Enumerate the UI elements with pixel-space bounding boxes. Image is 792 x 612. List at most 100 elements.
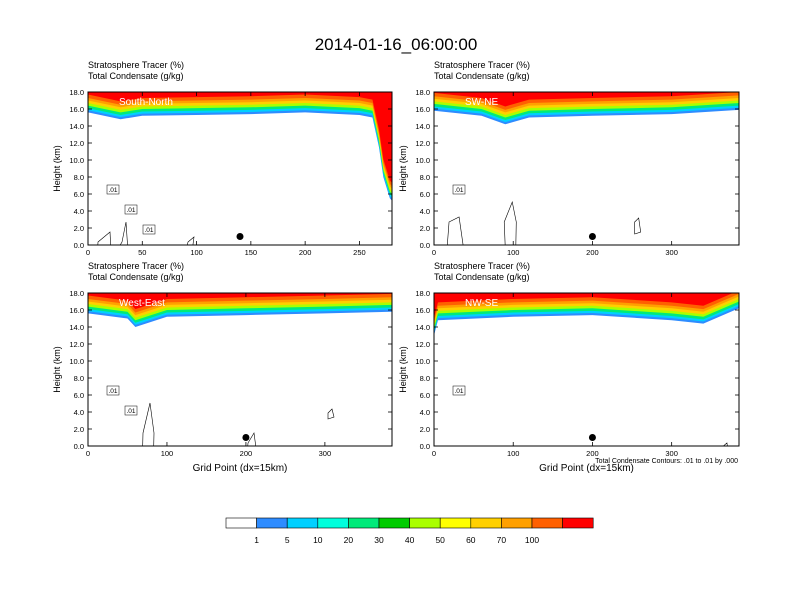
location-marker [242, 434, 250, 441]
contour-label: .01 [454, 388, 463, 395]
y-tick-label: 6.0 [420, 391, 430, 400]
condensate-contour [119, 221, 128, 245]
panel-header-condensate: Total Condensate (g/kg) [434, 272, 530, 282]
x-tick-label: 300 [665, 449, 678, 458]
tracer-band-7 [88, 293, 392, 310]
y-tick-label: 18.0 [69, 88, 84, 97]
colorbar-label: 1 [254, 535, 259, 545]
contour-label: .01 [126, 207, 135, 214]
y-tick-label: 18.0 [415, 88, 430, 97]
y-axis-label: Height (km) [52, 145, 62, 192]
panel-frame [87, 91, 393, 246]
x-tick-label: 300 [319, 449, 332, 458]
contour-label: .01 [454, 187, 463, 194]
x-tick-label: 200 [586, 248, 599, 257]
panel-west-east: Stratosphere Tracer (%)Total Condensate … [52, 261, 393, 474]
x-axis-label: Grid Point (dx=15km) [539, 463, 634, 474]
y-tick-label: 2.0 [74, 224, 84, 233]
contour-label-box [106, 385, 120, 396]
x-tick-label: 100 [190, 248, 203, 257]
y-tick-label: 12.0 [69, 139, 84, 148]
x-tick-label: 0 [432, 248, 436, 257]
y-tick-label: 4.0 [420, 408, 430, 417]
x-tick-label: 50 [138, 248, 146, 257]
contour-label: .01 [108, 187, 117, 194]
x-tick-label: 300 [665, 248, 678, 257]
colorbar-swatch [562, 517, 594, 529]
condensate-contour [327, 408, 335, 420]
y-axis-label: Height (km) [398, 346, 408, 393]
y-tick-label: 4.0 [420, 207, 430, 216]
contour-label-box [452, 184, 466, 195]
panel-frame [87, 292, 393, 447]
x-tick-label: 100 [161, 449, 174, 458]
y-tick-label: 18.0 [69, 289, 84, 298]
panel-field: .01 .01 [88, 293, 392, 446]
y-tick-label: 12.0 [415, 139, 430, 148]
y-tick-label: 0.0 [420, 241, 430, 250]
panel-field: .01 [434, 92, 739, 245]
x-tick-label: 0 [86, 248, 90, 257]
y-tick-label: 6.0 [74, 391, 84, 400]
y-tick-label: 2.0 [420, 425, 430, 434]
y-tick-label: 12.0 [415, 340, 430, 349]
y-tick-label: 14.0 [69, 122, 84, 131]
x-axis-label: Grid Point (dx=15km) [193, 463, 288, 474]
condensate-contour [503, 200, 517, 245]
y-tick-label: 14.0 [415, 122, 430, 131]
colorbar-label: 30 [374, 535, 384, 545]
y-tick-label: 16.0 [69, 306, 84, 315]
contour-label-box [106, 184, 120, 195]
panel-field: .01 [434, 293, 739, 446]
x-tick-label: 150 [245, 248, 258, 257]
colorbar-swatch [531, 517, 563, 529]
y-axis-label: Height (km) [398, 145, 408, 192]
colorbar-label: 100 [525, 535, 539, 545]
y-tick-label: 0.0 [74, 241, 84, 250]
panel-south-north: Stratosphere Tracer (%)Total Condensate … [52, 60, 393, 257]
y-tick-label: 16.0 [69, 105, 84, 114]
panel-header-condensate: Total Condensate (g/kg) [88, 272, 184, 282]
x-tick-label: 0 [86, 449, 90, 458]
colorbar-swatch [439, 517, 472, 529]
panel-label: NW-SE [465, 298, 498, 309]
y-tick-label: 8.0 [420, 374, 430, 383]
x-tick-label: 100 [507, 248, 520, 257]
y-tick-label: 12.0 [69, 340, 84, 349]
colorbar-label: 60 [466, 535, 476, 545]
condensate-contour [634, 217, 642, 235]
condensate-contour [186, 236, 195, 245]
contour-note: Total Condensate Contours: .01 to .01 by… [595, 458, 738, 465]
colorbar-label: 40 [405, 535, 415, 545]
colorbar-label: 50 [435, 535, 445, 545]
panel-frame [433, 292, 740, 447]
panel-header-field: Stratosphere Tracer (%) [88, 60, 184, 70]
colorbar-label: 5 [285, 535, 290, 545]
panel-frame [433, 91, 740, 246]
panels: Stratosphere Tracer (%)Total Condensate … [52, 60, 740, 474]
colorbar-swatch [225, 517, 257, 529]
x-tick-label: 200 [299, 248, 312, 257]
main-title: 2014-01-16_06:00:00 [315, 35, 478, 54]
y-tick-label: 8.0 [74, 173, 84, 182]
panel-header-condensate: Total Condensate (g/kg) [434, 71, 530, 81]
panel-header-field: Stratosphere Tracer (%) [434, 60, 530, 70]
y-tick-label: 0.0 [420, 442, 430, 451]
y-axis-label: Height (km) [52, 346, 62, 393]
y-tick-label: 2.0 [74, 425, 84, 434]
y-tick-label: 2.0 [420, 224, 430, 233]
y-tick-label: 16.0 [415, 105, 430, 114]
location-marker [588, 233, 596, 240]
location-marker [236, 233, 244, 240]
condensate-contour [447, 216, 464, 245]
x-tick-label: 0 [432, 449, 436, 458]
colorbar-swatch [378, 517, 410, 529]
colorbar: 1 5 10 20 30 40 50 60 70 100 [225, 517, 594, 545]
contour-label: .01 [126, 408, 135, 415]
x-tick-label: 250 [353, 248, 366, 257]
panel-header-field: Stratosphere Tracer (%) [88, 261, 184, 271]
contour-label-box [142, 224, 156, 235]
colorbar-swatch [409, 517, 441, 529]
colorbar-swatch [256, 517, 288, 529]
